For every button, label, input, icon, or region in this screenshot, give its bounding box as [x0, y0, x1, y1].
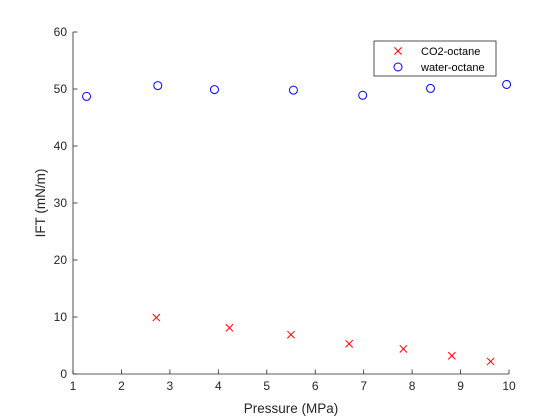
data-point	[502, 79, 512, 89]
x-tick-label: 2	[118, 379, 125, 393]
y-tick-label: 40	[54, 139, 68, 153]
series-co2-octane	[152, 313, 495, 366]
legend-label: water-octane	[420, 62, 485, 74]
legend-label: CO2-octane	[421, 46, 480, 58]
x-tick-label: 1	[70, 379, 77, 393]
data-point	[345, 339, 354, 348]
data-markers	[82, 79, 512, 366]
data-point	[358, 90, 368, 100]
y-tick-label: 30	[54, 196, 68, 210]
data-point	[153, 81, 163, 91]
x-marker-stroke	[287, 330, 295, 339]
x-marker-stroke	[394, 47, 402, 55]
y-tick-label: 10	[54, 310, 68, 324]
data-point	[225, 323, 234, 332]
x-marker-icon	[394, 47, 402, 55]
x-marker-stroke	[225, 323, 234, 332]
legend-box	[373, 40, 497, 77]
y-tick-label: 60	[54, 25, 68, 39]
x-marker-stroke	[152, 313, 161, 322]
y-tick-label: 50	[54, 82, 68, 96]
y-ticks: 0 10 20 30 40 50 60	[54, 25, 78, 381]
data-point	[486, 357, 495, 366]
x-ticks: 1 2 3 4 5 6 7 8 9 10	[70, 369, 516, 393]
data-point	[447, 351, 456, 360]
circle-marker-icon	[393, 62, 403, 72]
axes	[72, 32, 509, 375]
x-tick-label: 5	[263, 379, 270, 393]
x-tick-label: 3	[167, 379, 174, 393]
x-tick-label: 4	[215, 379, 222, 393]
y-tick-label: 20	[54, 253, 68, 267]
series-water-octane	[82, 79, 512, 101]
x-marker-stroke	[486, 357, 495, 366]
x-axis-label: Pressure (MPa)	[244, 401, 339, 416]
legend-item: CO2-octane	[394, 46, 480, 58]
x-tick-label: 9	[457, 379, 464, 393]
x-tick-label: 7	[360, 379, 367, 393]
x-marker-stroke	[399, 344, 408, 353]
data-point	[426, 83, 436, 93]
data-point	[287, 330, 295, 339]
x-marker-stroke	[345, 339, 354, 348]
legend: CO2-octane water-octane	[373, 40, 497, 77]
data-point	[152, 313, 161, 322]
x-tick-label: 8	[409, 379, 416, 393]
x-marker-stroke	[447, 351, 456, 360]
x-tick-label: 6	[312, 379, 319, 393]
data-point	[82, 91, 92, 101]
legend-item: water-octane	[393, 62, 485, 74]
data-point	[399, 344, 408, 353]
y-axis-label: IFT (mN/m)	[33, 169, 48, 238]
data-point	[209, 85, 219, 95]
y-tick-label: 0	[60, 367, 67, 381]
x-tick-label: 10	[502, 379, 516, 393]
data-point	[288, 85, 298, 95]
